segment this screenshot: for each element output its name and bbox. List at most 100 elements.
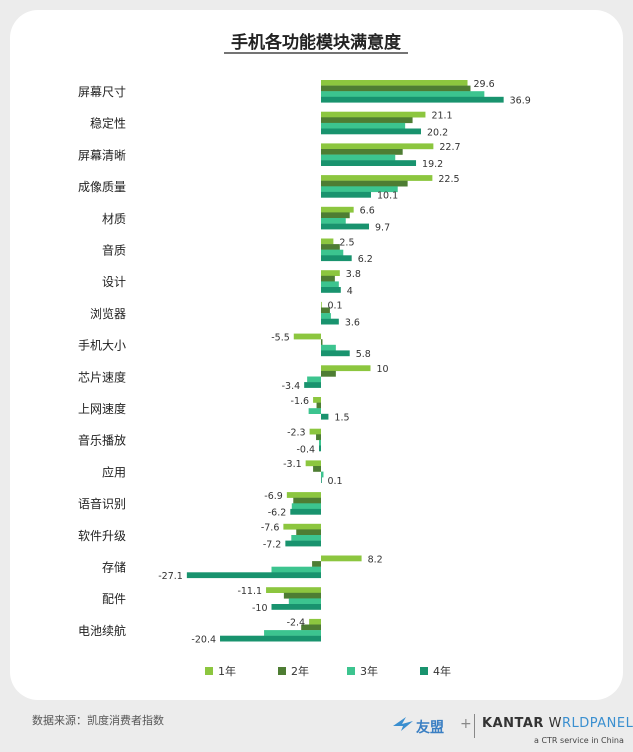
data-label: -2.4 bbox=[287, 618, 306, 629]
bar-3年 bbox=[321, 344, 336, 351]
legend-swatch bbox=[205, 667, 213, 675]
bar-3年 bbox=[321, 154, 396, 161]
bar-1年 bbox=[293, 333, 321, 340]
data-label: 22.7 bbox=[439, 142, 460, 153]
brand-ctr: a CTR service in China bbox=[534, 736, 624, 745]
data-label: 5.8 bbox=[356, 349, 371, 360]
bar-4年 bbox=[321, 160, 417, 166]
data-label: -6.2 bbox=[268, 508, 287, 519]
data-label: -27.1 bbox=[158, 571, 183, 582]
bar-2年 bbox=[321, 275, 335, 282]
bar-4年 bbox=[321, 318, 339, 325]
bar-4年 bbox=[186, 572, 321, 579]
bar-1年 bbox=[321, 365, 371, 372]
data-label: 0.1 bbox=[327, 301, 342, 312]
bar-4年 bbox=[321, 255, 352, 262]
data-label: -3.1 bbox=[283, 459, 302, 470]
bar-2年 bbox=[321, 149, 403, 155]
bar-1年 bbox=[313, 397, 321, 403]
data-label: 9.7 bbox=[375, 222, 390, 233]
bar-3年 bbox=[321, 313, 331, 319]
bar-2年 bbox=[316, 434, 321, 441]
category-label: 屏幕尺寸 bbox=[78, 85, 126, 99]
data-label: 0.1 bbox=[327, 476, 342, 487]
bar-1年 bbox=[321, 270, 340, 276]
legend-swatch bbox=[420, 667, 428, 675]
legend-label: 2年 bbox=[291, 664, 309, 678]
legend-label: 3年 bbox=[360, 664, 378, 678]
brand-kantar-w: W bbox=[548, 716, 562, 731]
bar-2年 bbox=[321, 244, 340, 250]
legend-swatch bbox=[347, 667, 355, 675]
bar-1年 bbox=[309, 428, 321, 435]
brand-separator bbox=[474, 714, 475, 738]
bar-1年 bbox=[321, 143, 434, 150]
bar-4年 bbox=[321, 128, 421, 135]
data-label: 22.5 bbox=[438, 174, 459, 185]
category-label: 音质 bbox=[102, 243, 126, 258]
bar-3年 bbox=[307, 376, 321, 383]
category-label: 设计 bbox=[102, 275, 126, 289]
bar-2年 bbox=[321, 339, 323, 345]
bar-2年 bbox=[312, 561, 321, 567]
data-label: -10 bbox=[252, 603, 268, 614]
category-label: 存储 bbox=[102, 560, 126, 575]
bar-2年 bbox=[301, 624, 321, 631]
bar-2年 bbox=[321, 307, 330, 314]
bar-4年 bbox=[304, 382, 321, 388]
category-label: 上网速度 bbox=[78, 401, 126, 416]
bar-4年 bbox=[321, 223, 370, 230]
bar-1年 bbox=[321, 555, 362, 562]
bar-2年 bbox=[321, 370, 336, 377]
bar-3年 bbox=[264, 630, 321, 636]
bar-4年 bbox=[321, 413, 329, 420]
bar-3年 bbox=[321, 218, 346, 224]
chart-title: 手机各功能模块满意度 bbox=[231, 32, 402, 53]
data-label: 1.5 bbox=[334, 413, 349, 424]
category-label: 电池续航 bbox=[78, 623, 126, 638]
data-label: -7.2 bbox=[263, 539, 282, 550]
data-label: -3.4 bbox=[282, 381, 301, 392]
bar-3年 bbox=[308, 408, 321, 414]
bar-1年 bbox=[321, 80, 468, 86]
data-label: 3.8 bbox=[346, 269, 361, 280]
chart-card: 手机各功能模块满意度 屏幕尺寸 29.6 36.9 稳定性 21.1 20.2 屏幕清晰 22.… bbox=[10, 10, 623, 700]
bar-1年 bbox=[321, 206, 354, 213]
bar-1年 bbox=[321, 111, 426, 118]
bar-3年 bbox=[319, 439, 321, 446]
bar-2年 bbox=[321, 212, 350, 219]
data-label: 10 bbox=[377, 364, 389, 375]
bar-2年 bbox=[296, 529, 321, 536]
bar-2年 bbox=[321, 85, 471, 92]
bar-2年 bbox=[316, 402, 321, 409]
bar-1年 bbox=[309, 618, 321, 625]
data-label: 4 bbox=[347, 286, 353, 297]
bar-2年 bbox=[321, 180, 408, 187]
category-label: 屏幕清晰 bbox=[78, 148, 126, 162]
brand-kantar: KANTAR WRLDPANEL bbox=[482, 716, 633, 731]
category-label: 手机大小 bbox=[78, 339, 126, 353]
brand-kantar-word: KANTAR bbox=[482, 716, 544, 731]
category-label: 配件 bbox=[102, 592, 126, 606]
bar-4年 bbox=[321, 96, 504, 103]
bar-4年 bbox=[285, 540, 321, 547]
bar-3年 bbox=[291, 503, 321, 510]
bar-1年 bbox=[321, 301, 322, 308]
data-label: -7.6 bbox=[261, 523, 280, 534]
bar-3年 bbox=[321, 186, 398, 193]
category-label: 稳定性 bbox=[90, 116, 126, 131]
legend-swatch bbox=[278, 667, 286, 675]
category-label: 芯片速度 bbox=[78, 369, 126, 384]
data-label: -2.3 bbox=[287, 428, 306, 439]
bar-4年 bbox=[321, 191, 371, 198]
data-label: -5.5 bbox=[271, 332, 290, 343]
category-label: 软件升级 bbox=[78, 529, 126, 543]
brand-kantar-rest: RLDPANEL bbox=[561, 716, 633, 731]
data-label: 6.2 bbox=[358, 254, 373, 265]
bar-2年 bbox=[313, 466, 321, 472]
bar-3年 bbox=[271, 566, 321, 573]
legend-label: 4年 bbox=[433, 664, 451, 678]
bar-4年 bbox=[321, 477, 322, 483]
category-label: 应用 bbox=[102, 464, 126, 479]
